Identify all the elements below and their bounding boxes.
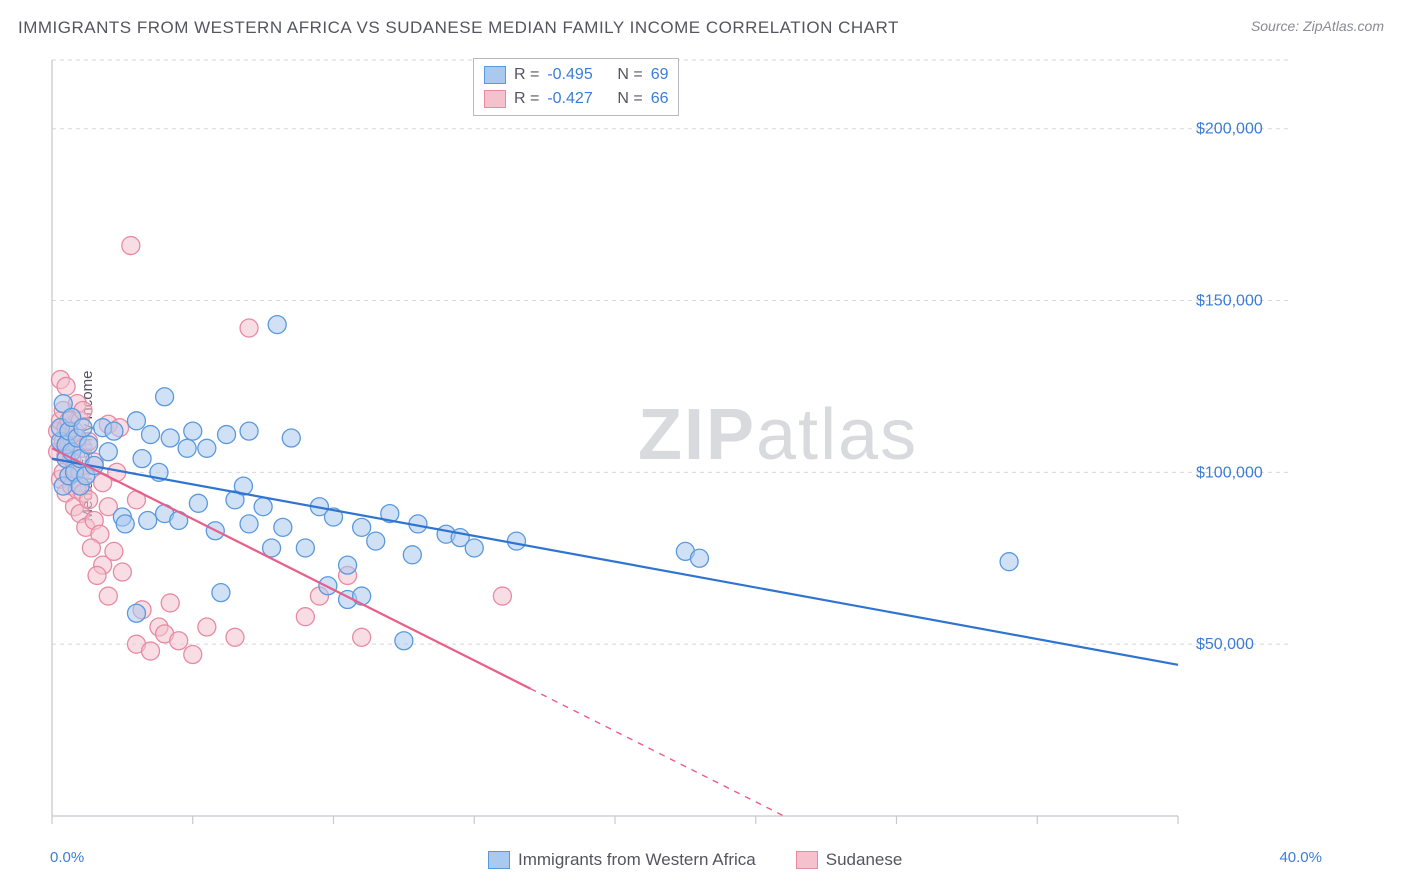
wafrica-point	[395, 632, 413, 650]
source-link[interactable]: ZipAtlas.com	[1303, 18, 1384, 34]
wafrica-point	[1000, 553, 1018, 571]
source-attribution: Source: ZipAtlas.com	[1251, 18, 1384, 34]
y-tick-label: $50,000	[1196, 636, 1254, 653]
legend-row-sudanese: R = -0.427 N = 66	[484, 87, 668, 111]
wafrica-point	[142, 426, 160, 444]
wafrica-point	[116, 515, 134, 533]
legend-N-label: N =	[617, 87, 642, 111]
sudanese-point	[493, 587, 511, 605]
source-label: Source:	[1251, 18, 1299, 34]
x-axis-min-label: 0.0%	[50, 849, 84, 866]
wafrica-point	[99, 443, 117, 461]
wafrica-point	[133, 450, 151, 468]
chart-svg: $50,000 $100,000 $150,000 $200,000	[48, 56, 1288, 842]
chart-title: IMMIGRANTS FROM WESTERN AFRICA VS SUDANE…	[18, 18, 899, 38]
wafrica-point	[465, 539, 483, 557]
wafrica-point	[198, 439, 216, 457]
correlation-legend: R = -0.495 N = 69 R = -0.427 N = 66	[473, 58, 679, 116]
wafrica-point	[254, 498, 272, 516]
legend-R-label: R =	[514, 63, 539, 87]
legend-swatch-icon	[488, 851, 510, 869]
y-tick-label: $150,000	[1196, 293, 1263, 310]
chart-plot-area: $50,000$100,000$150,000$200,000 ZIPatlas…	[48, 56, 1288, 842]
sudanese-point	[170, 632, 188, 650]
sudanese-point	[198, 618, 216, 636]
sudanese-point	[240, 319, 258, 337]
wafrica-point	[367, 532, 385, 550]
legend-swatch-icon	[484, 90, 506, 108]
wafrica-point	[403, 546, 421, 564]
wafrica-point	[282, 429, 300, 447]
wafrica-point	[105, 422, 123, 440]
legend-swatch-icon	[796, 851, 818, 869]
legend-row-wafrica: R = -0.495 N = 69	[484, 63, 668, 87]
sudanese-point	[82, 539, 100, 557]
series-legend-label: Sudanese	[826, 850, 903, 870]
series-legend-item-wafrica: Immigrants from Western Africa	[488, 850, 756, 870]
wafrica-point	[189, 494, 207, 512]
legend-N-label: N =	[617, 63, 642, 87]
sudanese-point	[113, 563, 131, 581]
sudanese-point	[88, 566, 106, 584]
wafrica-point	[212, 584, 230, 602]
sudanese-point	[161, 594, 179, 612]
wafrica-point	[507, 532, 525, 550]
wafrica-point	[156, 388, 174, 406]
wafrica-point	[353, 587, 371, 605]
wafrica-point	[161, 429, 179, 447]
sudanese-point	[105, 542, 123, 560]
sudanese-trendline-extrapolated	[531, 689, 784, 816]
legend-N-value: 66	[651, 87, 669, 111]
wafrica-point	[127, 412, 145, 430]
wafrica-point	[339, 556, 357, 574]
wafrica-point	[274, 518, 292, 536]
wafrica-point	[139, 511, 157, 529]
sudanese-point	[184, 645, 202, 663]
wafrica-point	[178, 439, 196, 457]
series-legend-label: Immigrants from Western Africa	[518, 850, 756, 870]
legend-R-value: -0.427	[547, 87, 609, 111]
wafrica-point	[218, 426, 236, 444]
y-tick-label: $200,000	[1196, 121, 1263, 138]
wafrica-point	[240, 515, 258, 533]
wafrica-point	[74, 419, 92, 437]
wafrica-point	[127, 604, 145, 622]
series-legend-item-sudanese: Sudanese	[796, 850, 903, 870]
wafrica-point	[80, 436, 98, 454]
legend-N-value: 69	[651, 63, 669, 87]
wafrica-point	[690, 549, 708, 567]
sudanese-point	[226, 628, 244, 646]
sudanese-point	[57, 377, 75, 395]
sudanese-point	[142, 642, 160, 660]
legend-R-label: R =	[514, 87, 539, 111]
sudanese-point	[353, 628, 371, 646]
sudanese-point	[296, 608, 314, 626]
sudanese-point	[99, 587, 117, 605]
wafrica-point	[184, 422, 202, 440]
legend-swatch-icon	[484, 66, 506, 84]
legend-R-value: -0.495	[547, 63, 609, 87]
wafrica-point	[353, 518, 371, 536]
sudanese-point	[122, 237, 140, 255]
wafrica-point	[296, 539, 314, 557]
wafrica-point	[240, 422, 258, 440]
wafrica-point	[268, 316, 286, 334]
y-tick-label: $100,000	[1196, 464, 1263, 481]
x-axis-max-label: 40.0%	[1279, 849, 1322, 866]
series-legend: Immigrants from Western Africa Sudanese	[488, 850, 902, 870]
